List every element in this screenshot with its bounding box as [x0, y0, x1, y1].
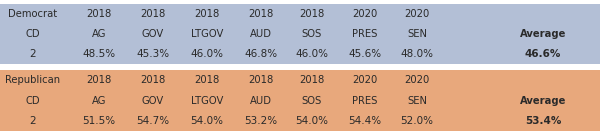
Text: 2018: 2018: [248, 75, 274, 85]
Text: Republican: Republican: [5, 75, 61, 85]
Text: 2020: 2020: [404, 75, 430, 85]
Text: 2020: 2020: [352, 75, 377, 85]
Text: 2018: 2018: [299, 9, 325, 19]
Text: SEN: SEN: [407, 95, 427, 105]
Text: 2018: 2018: [140, 9, 166, 19]
Text: 2020: 2020: [404, 9, 430, 19]
Text: 2018: 2018: [86, 9, 112, 19]
Text: AG: AG: [92, 95, 106, 105]
Text: GOV: GOV: [142, 29, 164, 39]
Text: 2: 2: [29, 49, 37, 59]
Text: 46.8%: 46.8%: [244, 49, 278, 59]
Text: 2018: 2018: [299, 75, 325, 85]
Text: PRES: PRES: [352, 29, 377, 39]
Text: 54.0%: 54.0%: [190, 116, 223, 126]
Text: 53.2%: 53.2%: [244, 116, 278, 126]
Text: PRES: PRES: [352, 95, 377, 105]
Bar: [0, 70, 600, 131]
Text: 2018: 2018: [194, 9, 220, 19]
Text: Average: Average: [520, 95, 566, 105]
Text: 48.5%: 48.5%: [82, 49, 116, 59]
Text: GOV: GOV: [142, 95, 164, 105]
Text: 45.3%: 45.3%: [136, 49, 170, 59]
Text: AG: AG: [92, 29, 106, 39]
Text: SOS: SOS: [302, 95, 322, 105]
Text: AUD: AUD: [250, 95, 272, 105]
Text: SEN: SEN: [407, 29, 427, 39]
Text: 45.6%: 45.6%: [348, 49, 382, 59]
Text: 46.0%: 46.0%: [190, 49, 223, 59]
Text: Democrat: Democrat: [8, 9, 58, 19]
Text: 2020: 2020: [352, 9, 377, 19]
Text: 46.0%: 46.0%: [296, 49, 329, 59]
Text: AUD: AUD: [250, 29, 272, 39]
Text: 53.4%: 53.4%: [525, 116, 561, 126]
Text: 48.0%: 48.0%: [401, 49, 433, 59]
Text: Average: Average: [520, 29, 566, 39]
Text: LTGOV: LTGOV: [191, 95, 223, 105]
Text: 54.7%: 54.7%: [136, 116, 170, 126]
Text: CD: CD: [26, 95, 40, 105]
Text: 2018: 2018: [86, 75, 112, 85]
Text: 46.6%: 46.6%: [525, 49, 561, 59]
Text: 54.0%: 54.0%: [296, 116, 329, 126]
Text: 2018: 2018: [140, 75, 166, 85]
Text: 52.0%: 52.0%: [401, 116, 433, 126]
Text: 51.5%: 51.5%: [82, 116, 116, 126]
Text: 2: 2: [29, 116, 37, 126]
Text: 2018: 2018: [194, 75, 220, 85]
Text: 54.4%: 54.4%: [348, 116, 382, 126]
Text: 2018: 2018: [248, 9, 274, 19]
Text: SOS: SOS: [302, 29, 322, 39]
Text: CD: CD: [26, 29, 40, 39]
Text: LTGOV: LTGOV: [191, 29, 223, 39]
Bar: [0, 4, 600, 64]
